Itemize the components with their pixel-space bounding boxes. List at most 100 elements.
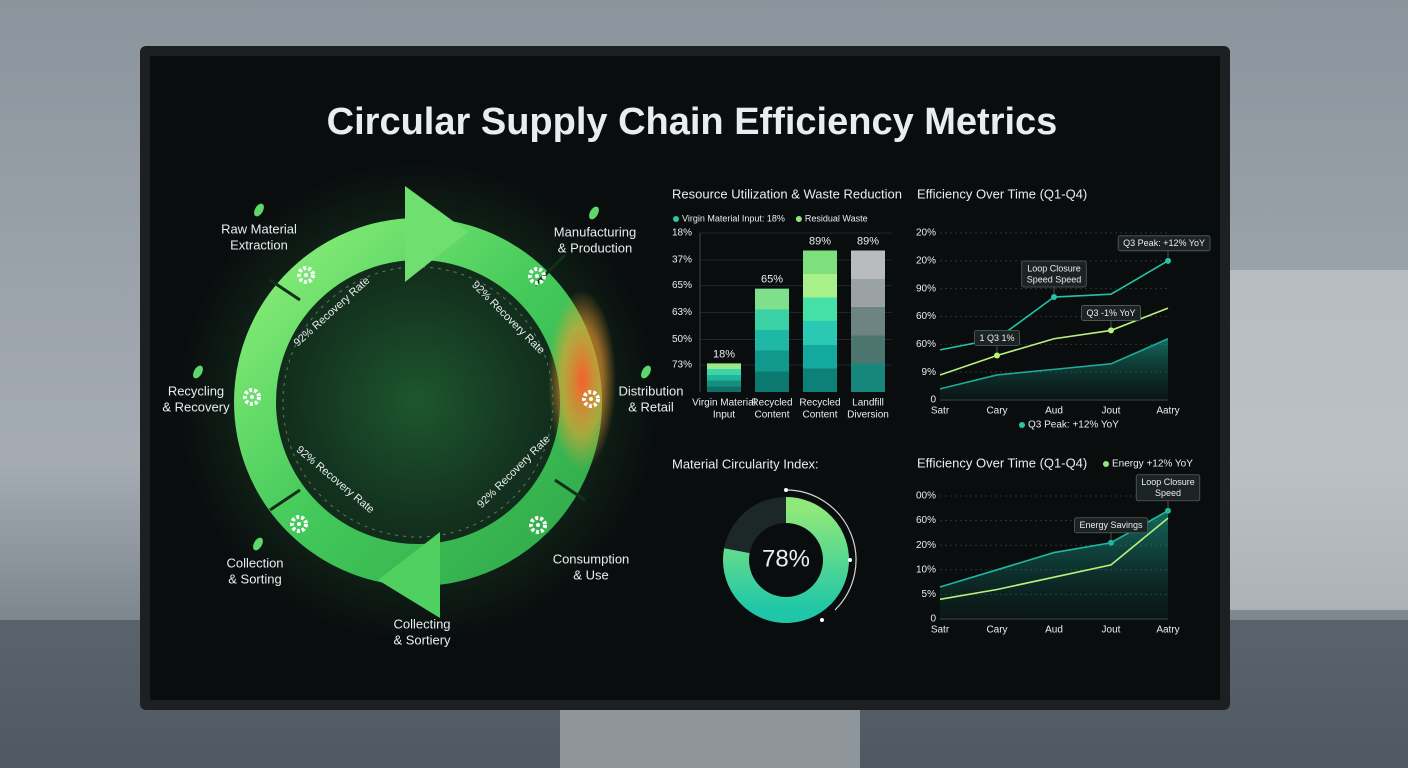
legend-dot [1103, 461, 1109, 467]
x-tick-label: Diversion [847, 410, 889, 421]
node-label: Collecting [393, 616, 450, 631]
value-label: 65% [761, 274, 783, 286]
area [940, 510, 1168, 619]
donut-segment [723, 497, 849, 623]
legend-dot [673, 216, 679, 222]
x-tick-label: Aud [1045, 406, 1063, 417]
legend-label: Energy +12% YoY [1112, 459, 1193, 470]
ring-hotspot [548, 290, 616, 470]
x-tick-label: Cary [986, 625, 1007, 636]
x-tick-label: Content [754, 410, 789, 421]
node-label: Collection [226, 555, 283, 570]
line [939, 338, 1169, 390]
node-label: & Use [573, 567, 608, 582]
node-label: Recycling [168, 383, 224, 398]
line [939, 517, 1169, 601]
y-tick-label: 0 [930, 614, 936, 625]
leaf-icon [253, 537, 263, 551]
ring-separators [269, 253, 586, 512]
node-label: Distribution [618, 383, 683, 398]
inner-dash-ring [282, 266, 554, 538]
annotation-text: Q3 -1% YoY [1086, 308, 1135, 318]
y-tick-label: 60% [916, 515, 936, 526]
legend-dot [1019, 422, 1025, 428]
node-label: & Retail [628, 399, 674, 414]
gear-hub [535, 274, 539, 278]
x-tick-label: Content [802, 410, 837, 421]
bar [851, 250, 885, 392]
window-light [1230, 270, 1408, 610]
value-label: 18% [713, 348, 735, 360]
value-label: 89% [857, 235, 879, 247]
x-tick-label: Recycled [799, 398, 840, 409]
y-tick-label: 90% [916, 283, 936, 294]
y-tick-label: 20% [916, 255, 936, 266]
x-tick-label: Landfill [852, 398, 884, 409]
bar [803, 250, 837, 392]
node-label: Extraction [230, 237, 288, 252]
y-tick-label: 00% [916, 491, 936, 502]
leaf-icon [641, 365, 651, 379]
annotation-text: Speed Speed [1027, 274, 1082, 284]
node-label: Manufacturing [554, 224, 636, 239]
gear-hub [304, 273, 308, 277]
donut-value: 78% [762, 545, 810, 572]
x-tick-label: Cary [986, 406, 1007, 417]
y-tick-label: 73% [672, 360, 692, 371]
legend-label: Virgin Material Input: 18% [682, 213, 785, 223]
outer-arc [785, 489, 857, 611]
node-label: & Sorting [228, 571, 281, 586]
separator [269, 278, 301, 302]
legend-label: Q3 Peak: +12% YoY [1028, 420, 1119, 431]
separator [533, 253, 567, 287]
annotation-text: Q3 Peak: +12% YoY [1123, 238, 1205, 248]
y-tick-label: 5% [922, 589, 937, 600]
chart-title: Efficiency Over Time (Q1-Q4) [917, 186, 1087, 201]
gear-icon [529, 516, 547, 534]
chart-title: Material Circularity Index: [672, 456, 819, 471]
x-tick-label: Virgin Material [692, 398, 756, 409]
x-tick-label: Aatry [1156, 406, 1179, 417]
legend-dot [795, 216, 802, 222]
y-tick-label: 60% [916, 339, 936, 350]
monitor-stand [560, 700, 860, 768]
gear-hub [536, 523, 540, 527]
annotation-dot [1108, 327, 1114, 334]
outer-arc-dot [784, 488, 788, 492]
y-tick-label: 65% [672, 280, 692, 291]
annotation-text: Speed [1155, 488, 1181, 498]
value-label: 89% [809, 235, 831, 247]
gear-hub [297, 522, 301, 526]
charts: Resource Utilization & Waste Reduction Vi… [672, 186, 1211, 636]
y-tick-label: 20% [916, 540, 936, 551]
x-tick-label: Aatry [1156, 625, 1179, 636]
annotation-text: Energy Savings [1079, 520, 1143, 530]
x-tick-label: Aud [1045, 625, 1063, 636]
gear-icon [528, 267, 546, 285]
annotation-text: Loop Closure [1141, 477, 1195, 487]
y-tick-label: 20% [916, 228, 936, 239]
x-tick-label: Input [713, 410, 735, 421]
gear-hub [250, 395, 254, 399]
annotation-box [1117, 235, 1211, 252]
x-tick-label: Jout [1102, 625, 1121, 636]
x-tick-label: Satr [931, 625, 950, 636]
x-tick-label: Jout [1102, 406, 1121, 417]
arrow-head-top [405, 186, 468, 282]
leaf-icon [589, 206, 599, 220]
gear-icon [290, 515, 308, 533]
gear-hub [589, 397, 593, 401]
annotation-dot [1051, 294, 1057, 301]
annotation-dot [994, 352, 1000, 359]
gear-icon [243, 388, 261, 406]
annotation-dot [1165, 257, 1171, 264]
chart-title: Efficiency Over Time (Q1-Q4) [917, 455, 1087, 470]
line [939, 307, 1169, 376]
separator [554, 478, 586, 502]
node-label: Raw Material [221, 221, 297, 236]
y-tick-label: 63% [672, 307, 692, 318]
node-label: & Recovery [162, 399, 230, 414]
leaf-icon [193, 365, 203, 379]
y-tick-label: 60% [916, 311, 936, 322]
